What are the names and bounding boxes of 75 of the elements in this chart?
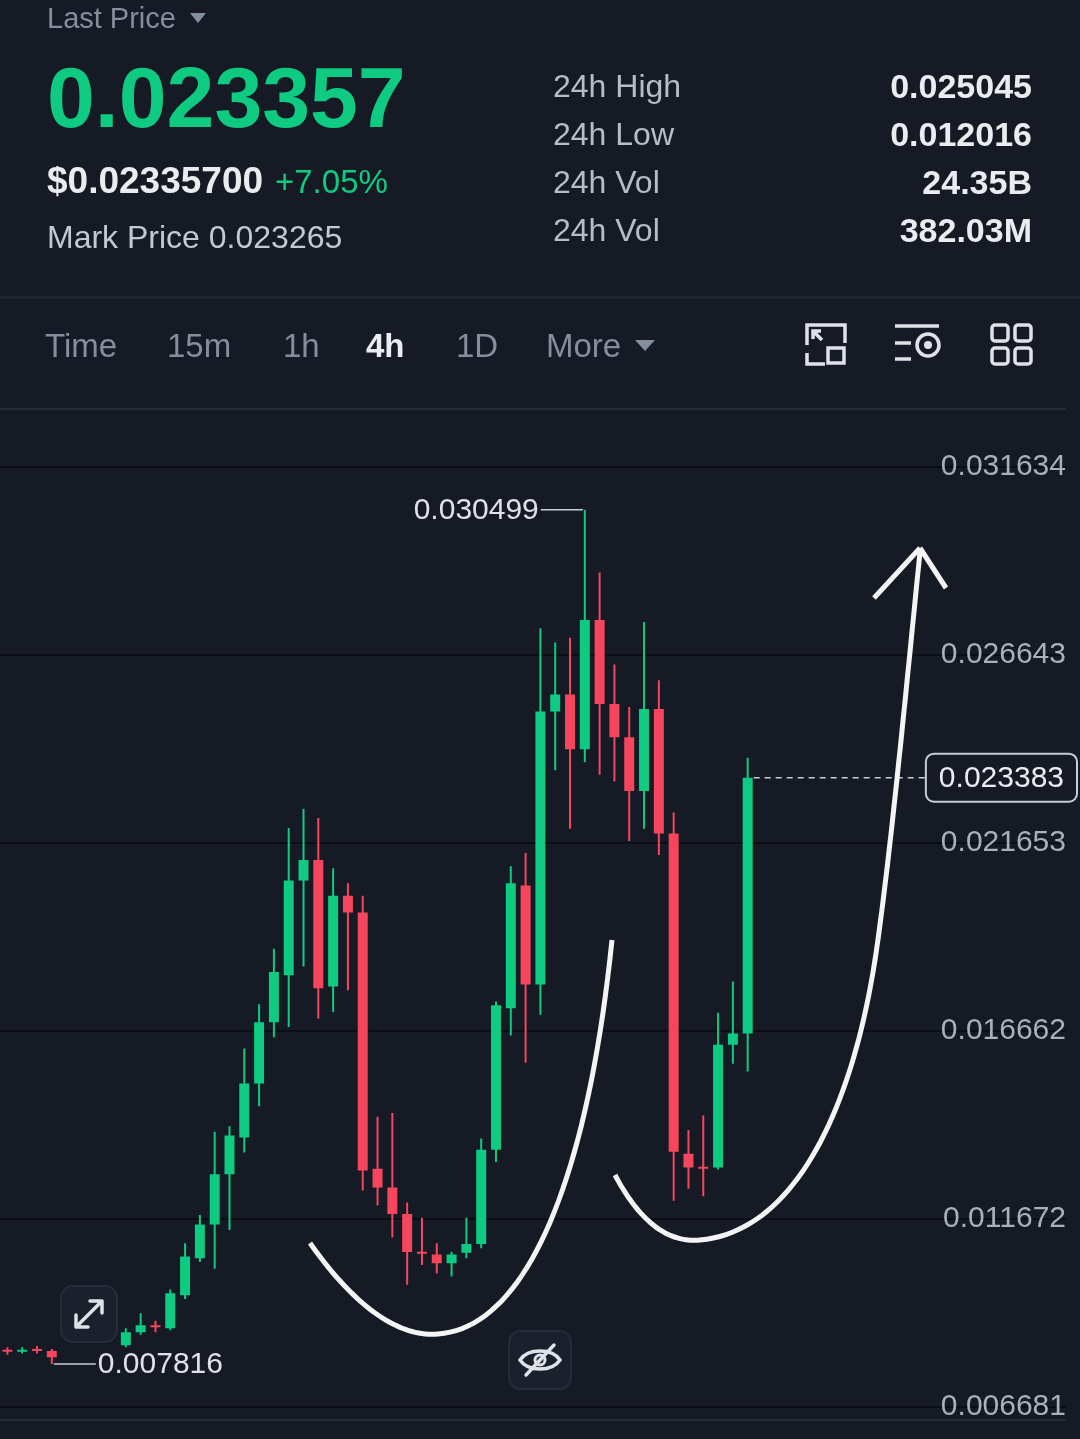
candlestick <box>17 1347 28 1354</box>
text: 0.012016 <box>890 115 1032 153</box>
candlestick <box>135 1313 146 1335</box>
candlestick <box>120 1328 131 1348</box>
candlestick <box>372 1116 383 1206</box>
candlestick <box>313 818 324 1019</box>
y-tick-label: 0.021653 <box>940 824 1066 858</box>
candlestick <box>446 1251 457 1277</box>
candlestick <box>387 1112 398 1238</box>
candlestick <box>268 948 279 1038</box>
candlestick <box>594 572 605 775</box>
candlestick <box>698 1115 709 1197</box>
chart-title: Last Price <box>47 1 176 34</box>
annotation: 0.007816 <box>97 1346 223 1380</box>
candlestick <box>535 628 546 1015</box>
candlestick <box>357 895 368 1191</box>
candlestick <box>653 680 664 855</box>
annotation: 0.030499 <box>413 491 539 525</box>
text: 15m <box>167 326 232 364</box>
candlestick <box>254 1004 265 1107</box>
candlestick <box>505 866 516 1036</box>
candlestick <box>165 1289 176 1331</box>
y-tick-label: 0.026643 <box>940 636 1066 670</box>
candlestick <box>683 1129 694 1189</box>
candlestick <box>298 808 309 967</box>
ref-line-label: 0.023383 <box>938 759 1065 793</box>
candlestick <box>46 1349 57 1364</box>
candlestick <box>150 1320 161 1333</box>
text: Time <box>45 326 118 364</box>
text: 1h <box>283 326 320 364</box>
candlestick <box>742 757 753 1072</box>
candlestick <box>209 1131 220 1269</box>
text: $0.02335700 <box>47 159 264 201</box>
candlestick <box>476 1138 487 1249</box>
candlestick <box>461 1217 472 1259</box>
candlestick <box>579 509 590 763</box>
text: 0.025045 <box>890 67 1032 105</box>
text: Mark Price 0.023265 <box>47 219 343 255</box>
candlestick <box>2 1347 13 1355</box>
candlestick <box>520 853 531 1063</box>
candlestick <box>727 981 738 1064</box>
y-tick-label: 0.031634 <box>940 448 1066 482</box>
text: 4h <box>366 326 405 364</box>
candlestick <box>416 1217 427 1266</box>
candlestick <box>624 707 635 842</box>
text: 1D <box>456 326 499 364</box>
candlestick <box>609 664 620 782</box>
candlestick <box>550 642 561 771</box>
text: 24h High <box>553 68 682 104</box>
candlestick <box>180 1243 191 1299</box>
candlestick <box>194 1215 205 1263</box>
text: 0.023357 <box>47 49 406 145</box>
text: 24h Vol <box>553 212 660 248</box>
candlestick <box>639 621 650 829</box>
text: 382.03M <box>899 211 1032 249</box>
candlestick <box>283 827 294 1028</box>
text: +7.05% <box>275 162 388 200</box>
candlestick <box>565 637 576 829</box>
text: More <box>546 326 622 364</box>
candlestick <box>342 883 353 991</box>
text: 24.35B <box>922 163 1032 201</box>
candlestick <box>431 1243 442 1274</box>
candlestick <box>32 1346 43 1354</box>
candlestick <box>668 812 679 1201</box>
text: 24h Vol <box>553 164 660 200</box>
y-tick-label: 0.016662 <box>940 1012 1066 1046</box>
candlestick <box>490 1001 501 1162</box>
candlestick <box>713 1012 724 1170</box>
text: 24h Low <box>553 116 674 152</box>
candlestick <box>402 1202 413 1285</box>
y-tick-label: 0.011672 <box>943 1199 1066 1233</box>
candlestick <box>328 868 339 1013</box>
y-tick-label: 0.006681 <box>940 1387 1066 1421</box>
candlestick <box>224 1126 235 1231</box>
candlestick <box>239 1048 250 1153</box>
